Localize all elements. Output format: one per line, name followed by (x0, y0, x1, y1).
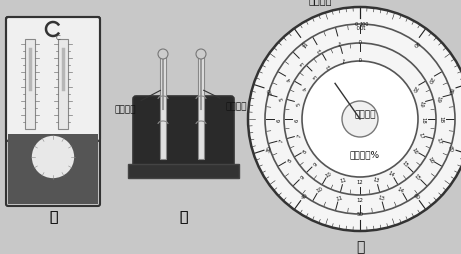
Text: 100: 100 (359, 22, 369, 27)
Text: 5: 5 (296, 101, 302, 106)
FancyBboxPatch shape (133, 97, 234, 172)
Bar (128, 164, 239, 178)
Text: 17: 17 (435, 136, 442, 145)
Text: 11: 11 (340, 177, 348, 183)
Text: 14: 14 (396, 185, 405, 193)
Circle shape (342, 102, 378, 137)
Circle shape (31, 135, 75, 179)
Text: 乙: 乙 (179, 209, 187, 223)
Text: 12: 12 (357, 180, 363, 185)
Text: 0: 0 (358, 36, 362, 41)
Bar (58, 40, 68, 130)
Text: 17: 17 (418, 132, 424, 140)
Bar (198, 55, 204, 159)
Bar (25, 40, 35, 130)
Text: 18: 18 (438, 116, 443, 123)
Text: 9: 9 (313, 161, 319, 167)
Text: 80: 80 (447, 86, 454, 94)
Text: 湿泡温度: 湿泡温度 (308, 0, 332, 5)
Circle shape (196, 50, 206, 60)
Text: 13: 13 (377, 194, 385, 201)
Text: 2: 2 (326, 62, 331, 68)
Text: 90: 90 (412, 39, 420, 47)
Text: 40: 40 (300, 192, 308, 200)
Text: 0: 0 (355, 22, 358, 27)
Circle shape (248, 8, 461, 231)
Text: 30: 30 (266, 145, 273, 153)
Circle shape (158, 50, 168, 60)
Text: 4: 4 (302, 85, 308, 91)
Text: 10: 10 (300, 39, 308, 47)
Text: 10: 10 (315, 185, 324, 193)
Text: 60: 60 (412, 192, 420, 200)
Bar (160, 55, 166, 159)
Text: 70: 70 (447, 145, 454, 153)
Text: 8: 8 (287, 157, 293, 163)
Text: 19: 19 (418, 99, 424, 107)
Bar (8, 134, 98, 204)
Text: 9: 9 (300, 173, 306, 180)
Text: 7: 7 (296, 134, 302, 138)
Text: 干泡温度: 干泡温度 (354, 110, 376, 119)
Text: 18: 18 (420, 116, 426, 123)
Text: 50: 50 (356, 212, 364, 217)
Text: 2: 2 (317, 47, 322, 53)
Text: 3: 3 (313, 72, 319, 78)
Text: 1: 1 (342, 56, 346, 62)
Text: 19: 19 (435, 95, 442, 103)
Text: 6: 6 (295, 118, 300, 121)
Text: 甲: 甲 (49, 209, 57, 223)
Text: 0: 0 (358, 54, 362, 59)
Text: 湿温度计: 湿温度计 (114, 91, 160, 114)
Text: 相对湿度%: 相对湿度% (350, 150, 380, 159)
Text: 乙: 乙 (179, 209, 187, 223)
Text: 7: 7 (279, 138, 284, 143)
Text: 20: 20 (426, 75, 434, 84)
Circle shape (302, 62, 418, 177)
FancyBboxPatch shape (6, 18, 100, 141)
Text: 5: 5 (279, 96, 284, 101)
Text: 4: 4 (287, 76, 293, 82)
Text: 11: 11 (335, 194, 343, 201)
Text: 13: 13 (372, 177, 380, 183)
Text: 8: 8 (302, 148, 308, 154)
Text: C: C (56, 35, 60, 41)
Text: 20: 20 (266, 86, 273, 94)
Text: 16: 16 (411, 147, 419, 155)
Text: 16: 16 (426, 156, 434, 164)
Text: 丙: 丙 (356, 239, 364, 253)
Text: 10: 10 (325, 170, 333, 178)
Text: 14: 14 (387, 170, 396, 178)
Text: 15: 15 (413, 172, 421, 181)
Text: 3: 3 (300, 59, 306, 66)
Text: 6: 6 (277, 118, 282, 121)
Text: 12: 12 (356, 198, 364, 203)
Text: 100: 100 (355, 22, 365, 27)
Text: 20: 20 (411, 84, 419, 92)
Text: 甲: 甲 (49, 209, 57, 223)
Text: 15: 15 (401, 160, 409, 168)
Text: 干温度计: 干温度计 (203, 91, 247, 111)
Text: 1: 1 (337, 39, 342, 44)
